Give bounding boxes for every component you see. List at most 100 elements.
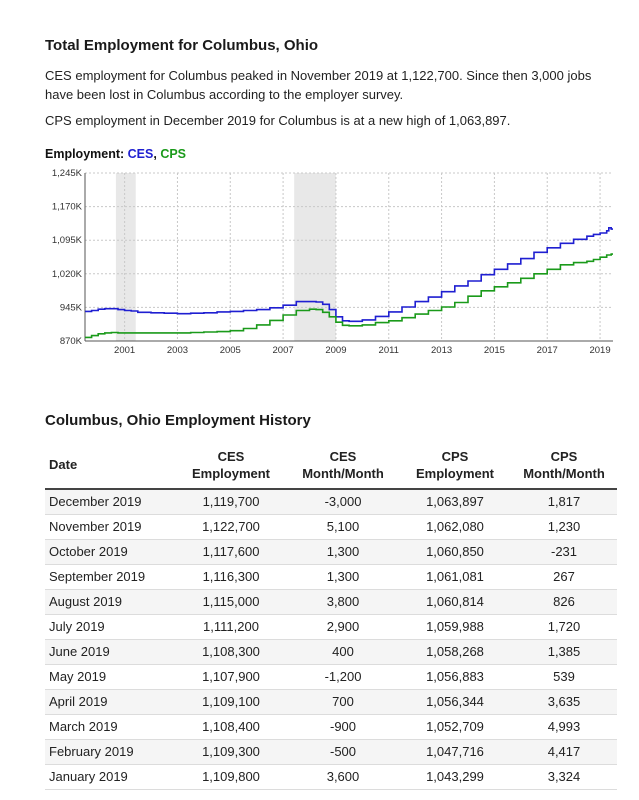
- cell-ces-employment: 1,109,800: [175, 764, 287, 790]
- cell-date: October 2019: [45, 539, 175, 565]
- header-ces-mm-line2: Month/Month: [302, 465, 384, 481]
- cell-ces-month-month: -500: [287, 739, 399, 765]
- y-tick-label: 1,095K: [52, 235, 83, 246]
- cell-ces-month-month: 3,800: [287, 589, 399, 615]
- table-row: May 2019 1,107,900 -1,200 1,056,883 539: [45, 664, 617, 690]
- cell-ces-employment: 1,108,400: [175, 714, 287, 740]
- x-tick-label: 2007: [273, 345, 294, 356]
- cell-cps-month-month: 3,324: [511, 764, 617, 790]
- table-row: June 2019 1,108,300 400 1,058,268 1,385: [45, 639, 617, 665]
- cell-cps-employment: 1,043,299: [399, 764, 511, 790]
- cps-summary-text: CPS employment in December 2019 for Colu…: [45, 113, 511, 128]
- ces-summary-text: CES employment for Columbus peaked in No…: [45, 68, 592, 102]
- employment-history-table: Date CES Employment CES Month/Month CPS Emp…: [45, 441, 617, 790]
- cell-ces-month-month: -900: [287, 714, 399, 740]
- cell-cps-month-month: 1,230: [511, 514, 617, 540]
- table-row: January 2019 1,109,800 3,600 1,043,299 3,324: [45, 764, 617, 790]
- table-row: March 2019 1,108,400 -900 1,052,709 4,993: [45, 714, 617, 740]
- table-row: July 2019 1,111,200 2,900 1,059,988 1,720: [45, 614, 617, 640]
- y-tick-label: 1,245K: [52, 168, 83, 179]
- cell-cps-month-month: 1,385: [511, 639, 617, 665]
- header-ces-mm-line1: CES: [329, 448, 357, 464]
- legend-cps-label: CPS: [160, 147, 187, 161]
- cell-cps-month-month: 267: [511, 564, 617, 590]
- cell-ces-month-month: -3,000: [287, 489, 399, 515]
- table-row: November 2019 1,122,700 5,100 1,062,080 1,23…: [45, 514, 617, 540]
- header-cps-employment: CPS Employment: [399, 441, 511, 490]
- cell-date: September 2019: [45, 564, 175, 590]
- x-tick-label: 2019: [589, 345, 610, 356]
- header-ces-employment-line2: Employment: [191, 465, 270, 481]
- header-date: Date: [45, 441, 175, 490]
- cell-cps-month-month: 539: [511, 664, 617, 690]
- legend-separator: ,: [153, 147, 161, 161]
- cell-ces-employment: 1,107,900: [175, 664, 287, 690]
- y-tick-label: 1,170K: [52, 202, 83, 213]
- cell-ces-employment: 1,116,300: [175, 564, 287, 590]
- cell-ces-month-month: 1,300: [287, 564, 399, 590]
- cell-date: July 2019: [45, 614, 175, 640]
- table-row: December 2019 1,119,700 -3,000 1,063,897 1,8…: [45, 489, 617, 515]
- x-tick-label: 2003: [167, 345, 188, 356]
- cell-ces-month-month: 3,600: [287, 764, 399, 790]
- cell-cps-employment: 1,047,716: [399, 739, 511, 765]
- cell-cps-employment: 1,052,709: [399, 714, 511, 740]
- cell-date: January 2019: [45, 764, 175, 790]
- y-tick-label: 870K: [60, 336, 83, 347]
- cell-cps-month-month: 1,720: [511, 614, 617, 640]
- cell-date: February 2019: [45, 739, 175, 765]
- x-tick-label: 2005: [220, 345, 241, 356]
- cell-ces-employment: 1,119,700: [175, 489, 287, 515]
- cell-ces-month-month: 1,300: [287, 539, 399, 565]
- x-tick-label: 2013: [431, 345, 452, 356]
- x-tick-label: 2011: [379, 345, 399, 356]
- history-table-title: Columbus, Ohio Employment History: [45, 412, 311, 429]
- cell-cps-employment: 1,058,268: [399, 639, 511, 665]
- cell-ces-employment: 1,109,100: [175, 689, 287, 715]
- header-ces-month-month: CES Month/Month: [287, 441, 399, 490]
- header-ces-employment-line1: CES: [217, 448, 245, 464]
- table-row: August 2019 1,115,000 3,800 1,060,814 826: [45, 589, 617, 615]
- legend-prefix: Employment:: [45, 147, 128, 161]
- cell-cps-month-month: 826: [511, 589, 617, 615]
- series-line-ces: [85, 227, 613, 323]
- cell-date: April 2019: [45, 689, 175, 715]
- cell-cps-employment: 1,061,081: [399, 564, 511, 590]
- cell-ces-employment: 1,115,000: [175, 589, 287, 615]
- cell-ces-month-month: -1,200: [287, 664, 399, 690]
- table-header-row: Date CES Employment CES Month/Month CPS Emp…: [45, 441, 617, 490]
- x-tick-label: 2015: [484, 345, 505, 356]
- table-row: April 2019 1,109,100 700 1,056,344 3,635: [45, 689, 617, 715]
- cell-cps-month-month: 4,417: [511, 739, 617, 765]
- series-line-cps: [85, 253, 613, 339]
- header-cps-employment-line2: Employment: [415, 465, 494, 481]
- cell-ces-month-month: 2,900: [287, 614, 399, 640]
- cell-ces-month-month: 5,100: [287, 514, 399, 540]
- cell-ces-employment: 1,122,700: [175, 514, 287, 540]
- cell-date: December 2019: [45, 489, 175, 515]
- cell-cps-employment: 1,059,988: [399, 614, 511, 640]
- cell-ces-month-month: 700: [287, 689, 399, 715]
- cell-date: May 2019: [45, 664, 175, 690]
- y-tick-label: 945K: [60, 302, 83, 313]
- cell-cps-employment: 1,056,344: [399, 689, 511, 715]
- cell-date: March 2019: [45, 714, 175, 740]
- cell-cps-month-month: -231: [511, 539, 617, 565]
- cell-cps-employment: 1,062,080: [399, 514, 511, 540]
- cell-cps-employment: 1,056,883: [399, 664, 511, 690]
- x-tick-label: 2001: [114, 345, 135, 356]
- header-ces-employment: CES Employment: [175, 441, 287, 490]
- header-cps-employment-line1: CPS: [441, 448, 469, 464]
- cell-ces-employment: 1,111,200: [175, 614, 287, 640]
- cell-ces-month-month: 400: [287, 639, 399, 665]
- chart-legend: Employment: CES, CPS: [45, 147, 186, 161]
- header-cps-month-month: CPS Month/Month: [511, 441, 617, 490]
- cell-ces-employment: 1,109,300: [175, 739, 287, 765]
- page-title: Total Employment for Columbus, Ohio: [45, 37, 319, 54]
- cell-ces-employment: 1,117,600: [175, 539, 287, 565]
- x-tick-label: 2009: [325, 345, 346, 356]
- y-tick-label: 1,020K: [52, 269, 83, 280]
- table-row: February 2019 1,109,300 -500 1,047,716 4,417: [45, 739, 617, 765]
- cell-date: June 2019: [45, 639, 175, 665]
- table-body: December 2019 1,119,700 -3,000 1,063,897 1,8…: [45, 489, 617, 790]
